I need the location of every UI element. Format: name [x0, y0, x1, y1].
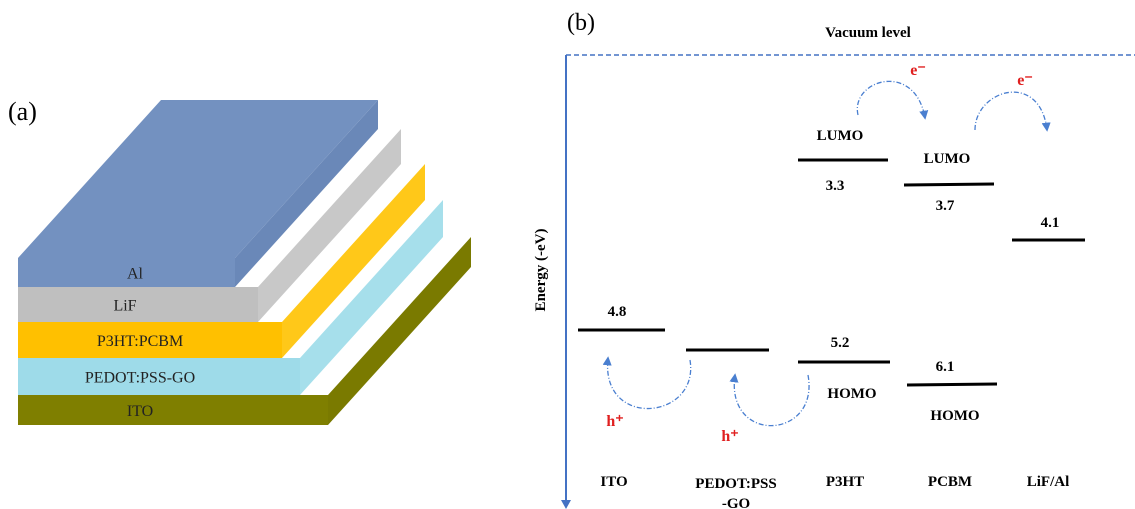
lumo-label: LUMO	[817, 128, 864, 144]
material-label: PCBM	[928, 474, 972, 490]
panel-label: (b)	[567, 10, 595, 36]
level-value: 3.7	[936, 198, 955, 214]
material-label: LiF/Al	[1027, 474, 1070, 490]
level-value: 6.1	[936, 359, 955, 375]
level	[907, 384, 997, 385]
homo-label: HOMO	[827, 386, 876, 402]
layer-label: PEDOT:PSS-GO	[85, 370, 195, 387]
electron-arrow	[975, 92, 1047, 130]
layer-label: P3HT:PCBM	[97, 333, 183, 350]
level-value: 4.1	[1041, 215, 1060, 231]
hole-arrow	[734, 375, 809, 426]
electron-label: e⁻	[1017, 72, 1033, 89]
layer-label: LiF	[113, 298, 136, 315]
material-label: ITO	[600, 474, 627, 490]
material-label: P3HT	[826, 474, 864, 490]
material-label: -GO	[722, 496, 750, 509]
hole-label: h⁺	[721, 428, 738, 445]
electron-arrow	[857, 81, 925, 118]
level-value: 4.8	[608, 304, 627, 320]
figure: ITOPEDOT:PSS-GOP3HT:PCBMLiFAl (a) (b) Va…	[0, 0, 1135, 509]
layer-label: Al	[127, 266, 144, 283]
layer-stack: ITO PEDOT:PSS-GO P3HT:PCBM LiF Al	[18, 100, 471, 425]
axis-label: Energy (-eV)	[533, 229, 549, 312]
material-label: PEDOT:PSS	[695, 476, 776, 492]
lumo-label: LUMO	[924, 151, 971, 167]
level	[904, 184, 994, 185]
hole-arrow	[608, 358, 691, 409]
homo-label: HOMO	[930, 408, 979, 424]
electron-label: e⁻	[910, 62, 926, 79]
layer-front	[18, 287, 258, 322]
level-value: 5.2	[831, 335, 850, 351]
axis-arrow	[561, 500, 571, 509]
layer-front	[18, 395, 328, 425]
vacuum-label: Vacuum level	[825, 25, 911, 41]
layer-label: ITO	[127, 403, 153, 420]
level-value: 3.3	[826, 178, 845, 194]
panel-label: (a)	[8, 97, 37, 126]
hole-label: h⁺	[606, 413, 623, 430]
